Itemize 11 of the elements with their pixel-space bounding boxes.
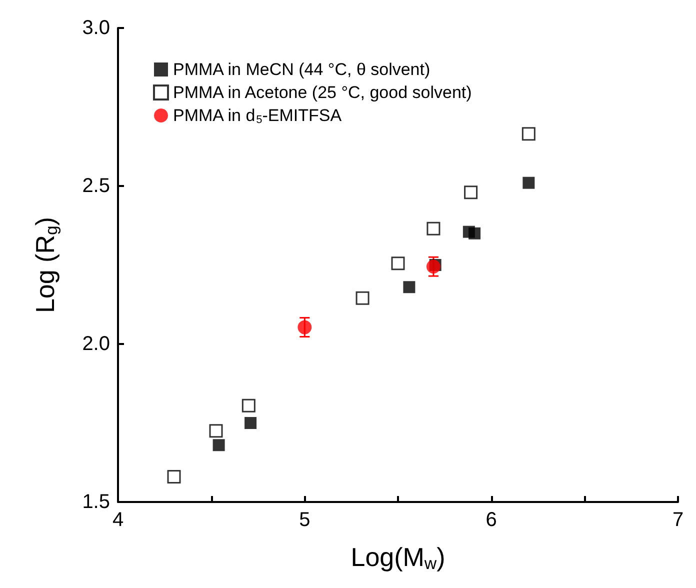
legend-label: PMMA in MeCN (44 °C, θ solvent) bbox=[173, 60, 430, 79]
legend-label: PMMA in Acetone (25 °C, good solvent) bbox=[173, 83, 472, 102]
y-tick-label: 1.5 bbox=[82, 491, 110, 513]
y-axis-title: Log (Rg) bbox=[30, 216, 61, 314]
x-tick-label: 7 bbox=[672, 509, 684, 531]
y-tick-label: 2.0 bbox=[82, 333, 110, 355]
x-tick-label: 6 bbox=[486, 509, 497, 531]
y-tick-label: 2.5 bbox=[82, 175, 110, 197]
x-tick-label: 5 bbox=[299, 509, 310, 531]
y-tick-label: 3.0 bbox=[82, 17, 110, 39]
x-tick-label: 4 bbox=[112, 509, 124, 531]
